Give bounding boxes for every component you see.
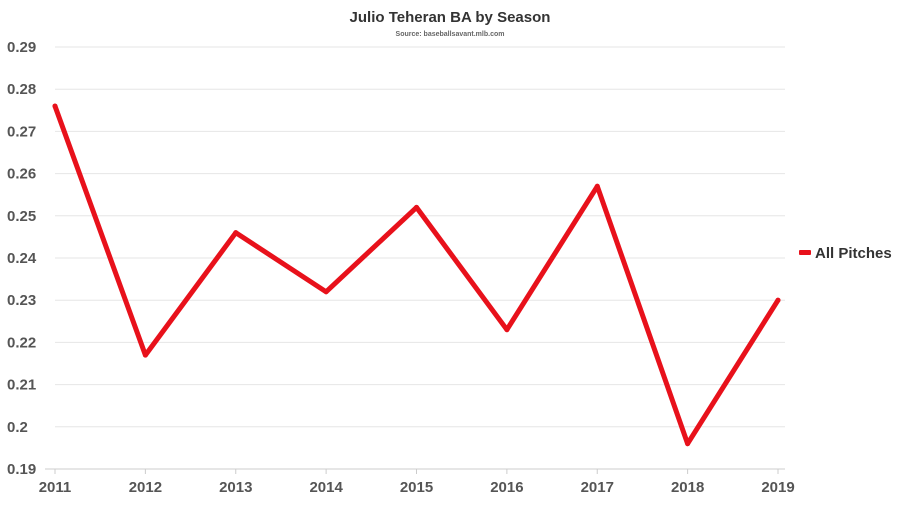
y-tick-label: 0.22 bbox=[7, 334, 36, 351]
y-tick-label: 0.2 bbox=[7, 419, 28, 436]
x-tick-label: 2013 bbox=[219, 479, 252, 496]
y-tick-label: 0.26 bbox=[7, 166, 36, 183]
data-point[interactable] bbox=[775, 297, 781, 303]
legend-swatch bbox=[799, 250, 811, 255]
x-tick-label: 2016 bbox=[490, 479, 523, 496]
gridlines bbox=[55, 46, 785, 428]
series-group bbox=[52, 103, 781, 447]
x-tick-label: 2014 bbox=[309, 479, 343, 496]
x-tick-label: 2012 bbox=[129, 479, 162, 496]
x-tick-label: 2019 bbox=[761, 479, 794, 496]
y-tick-label: 0.29 bbox=[7, 39, 36, 56]
data-point[interactable] bbox=[685, 441, 691, 447]
x-tick-label: 2017 bbox=[581, 479, 614, 496]
legend[interactable]: All Pitches bbox=[799, 245, 892, 262]
y-tick-label: 0.23 bbox=[7, 292, 36, 309]
data-point[interactable] bbox=[504, 327, 510, 333]
legend-label-all-pitches: All Pitches bbox=[815, 245, 892, 262]
data-point[interactable] bbox=[414, 204, 419, 210]
x-tick-label: 2011 bbox=[39, 479, 72, 496]
data-point[interactable] bbox=[594, 183, 600, 189]
data-point[interactable] bbox=[323, 289, 329, 295]
data-point[interactable] bbox=[142, 352, 148, 358]
chart-title: Julio Teheran BA by Season bbox=[350, 9, 551, 26]
series-line-all-pitches[interactable] bbox=[52, 103, 781, 447]
x-tick-label: 2018 bbox=[671, 479, 704, 496]
y-axis-ticks: 0.19 0.2 0.21 0.22 0.23 0.24 0.25 0.26 0.27 0.28 0… bbox=[7, 39, 37, 478]
y-tick-label: 0.25 bbox=[7, 208, 36, 225]
y-tick-label: 0.28 bbox=[7, 81, 36, 98]
y-tick-label: 0.19 bbox=[7, 461, 36, 478]
y-tick-label: 0.24 bbox=[7, 250, 37, 267]
x-axis-ticks: 2011 2012 2013 2014 2015 2016 2017 2018 2019 bbox=[39, 469, 795, 496]
data-point[interactable] bbox=[233, 230, 239, 236]
data-point[interactable] bbox=[52, 103, 58, 109]
x-tick-label: 2015 bbox=[400, 479, 433, 496]
y-tick-label: 0.27 bbox=[7, 123, 36, 140]
y-tick-label: 0.21 bbox=[7, 377, 36, 394]
chart-subtitle: Source: baseballsavant.mlb.com bbox=[396, 31, 505, 38]
